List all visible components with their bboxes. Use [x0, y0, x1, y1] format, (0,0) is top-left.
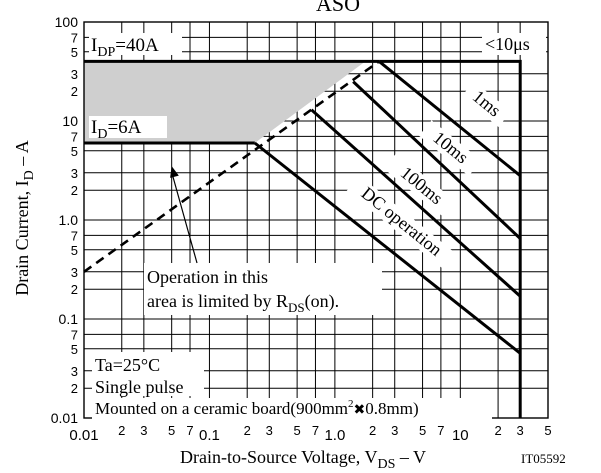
y-tick-minor-0: 2: [71, 381, 78, 396]
y-tick-minor-13: 3: [71, 67, 78, 82]
x-tick-minor-2: 5: [168, 423, 175, 438]
x-axis-title: Drain-to-Source Voltage, VDS – V: [180, 447, 426, 472]
x-tick-minor-6: 5: [294, 423, 301, 438]
x-tick-major-3: 10: [452, 427, 469, 444]
series-line-4: [253, 141, 522, 355]
mount-bg: [92, 398, 492, 420]
y-tick-minor-10: 5: [71, 144, 78, 159]
y-tick-minor-3: 7: [71, 327, 78, 342]
y-tick-minor-6: 5: [71, 243, 78, 258]
rds-note-line1: Operation in this: [147, 267, 268, 287]
x-tick-minor-12: 2: [494, 423, 501, 438]
x-tick-minor-1: 3: [140, 423, 147, 438]
series-lines: [83, 59, 522, 418]
x-tick-minor-10: 5: [419, 423, 426, 438]
mount-note: Mounted on a ceramic board(900mm2✖0.8mm): [95, 398, 419, 418]
y-tick-minor-14: 5: [71, 45, 78, 60]
y-tick-major-0: 0.01: [51, 410, 78, 426]
x-tick-major-2: 1.0: [324, 427, 345, 444]
rds-note-line2: area is limited by RDS(on).: [147, 291, 339, 315]
y-tick-minor-8: 2: [71, 183, 78, 198]
y-tick-minor-11: 7: [71, 129, 78, 144]
rds-note-bg: [144, 263, 382, 315]
series-line-0: [379, 59, 522, 418]
label-bg-idp: [89, 33, 182, 55]
rds-limit-line: [83, 60, 380, 273]
x-tick-labels: 0.01 0.1 1.0 102 3 5 7 2 3 5 7 2 3 5 7 2 3 5: [69, 423, 551, 444]
label-bg-100ms: [383, 153, 459, 220]
x-tick-minor-11: 7: [437, 423, 444, 438]
y-tick-major-3: 10: [62, 113, 78, 129]
limit-label-id: ID=6A: [91, 117, 142, 142]
condition-pulse: Single pulse: [95, 377, 184, 397]
rds-note-arrow: [171, 171, 198, 264]
y-tick-minor-1: 3: [71, 364, 78, 379]
label-bg-1ms: [461, 81, 512, 127]
x-tick-minor-0: 2: [118, 423, 125, 438]
label-bg-id: [89, 116, 167, 138]
x-tick-minor-8: 2: [369, 423, 376, 438]
rds-limited-area: [84, 61, 366, 272]
series-label-10us: <10μs: [485, 34, 530, 54]
y-tick-minor-4: 2: [71, 282, 78, 297]
conditions-bg: [92, 352, 204, 396]
y-tick-major-1: 0.1: [59, 311, 79, 327]
x-tick-minor-4: 2: [244, 423, 251, 438]
x-tick-major-1: 0.1: [199, 427, 220, 444]
header-fragment: ASO: [316, 0, 360, 16]
x-tick-major-0: 0.01: [69, 427, 98, 444]
label-bg-10us: [482, 33, 546, 55]
x-tick-minor-13: 3: [517, 423, 524, 438]
x-tick-minor-9: 3: [391, 423, 398, 438]
y-tick-major-2: 1.0: [59, 212, 79, 228]
label-bg-dc: [346, 175, 456, 269]
y-tick-major-4: 100: [55, 14, 79, 30]
series-line-2: [352, 80, 522, 240]
x-tick-minor-5: 3: [266, 423, 273, 438]
label-bg-10ms: [418, 120, 482, 177]
condition-temperature: Ta=25°C: [95, 355, 160, 375]
y-tick-minor-7: 7: [71, 228, 78, 243]
rds-note-arrowhead: [170, 166, 179, 178]
y-tick-minor-2: 5: [71, 342, 78, 357]
limit-label-idp: IDP=40A: [91, 35, 159, 60]
series-line-1: [378, 60, 522, 177]
y-tick-minor-5: 3: [71, 265, 78, 280]
y-tick-minor-12: 2: [71, 84, 78, 99]
series-line-3: [310, 108, 522, 298]
x-tick-minor-7: 7: [312, 423, 319, 438]
y-tick-minor-9: 3: [71, 166, 78, 181]
shaded-region: [84, 61, 366, 272]
y-axis-title: Drain Current, ID – A: [12, 140, 37, 296]
series-label-1ms-group: 1ms: [461, 81, 512, 127]
x-tick-minor-14: 5: [544, 423, 551, 438]
x-tick-minor-3: 7: [186, 423, 193, 438]
series-label-10ms-group: 10ms: [418, 120, 482, 177]
figure-code: IT05592: [521, 451, 566, 466]
y-tick-minor-15: 7: [71, 30, 78, 45]
